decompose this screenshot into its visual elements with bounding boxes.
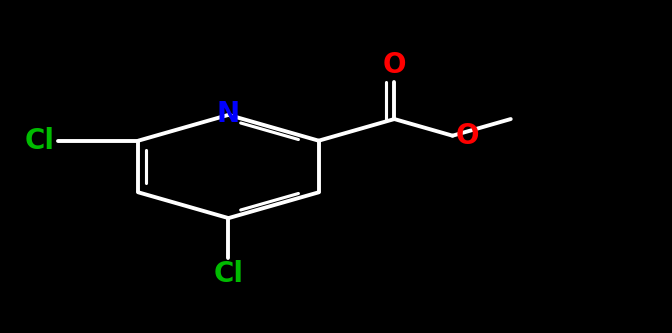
Text: Cl: Cl <box>24 127 54 155</box>
Text: Cl: Cl <box>214 260 243 288</box>
Text: O: O <box>456 122 479 150</box>
Text: O: O <box>382 51 406 79</box>
Text: N: N <box>217 100 240 128</box>
